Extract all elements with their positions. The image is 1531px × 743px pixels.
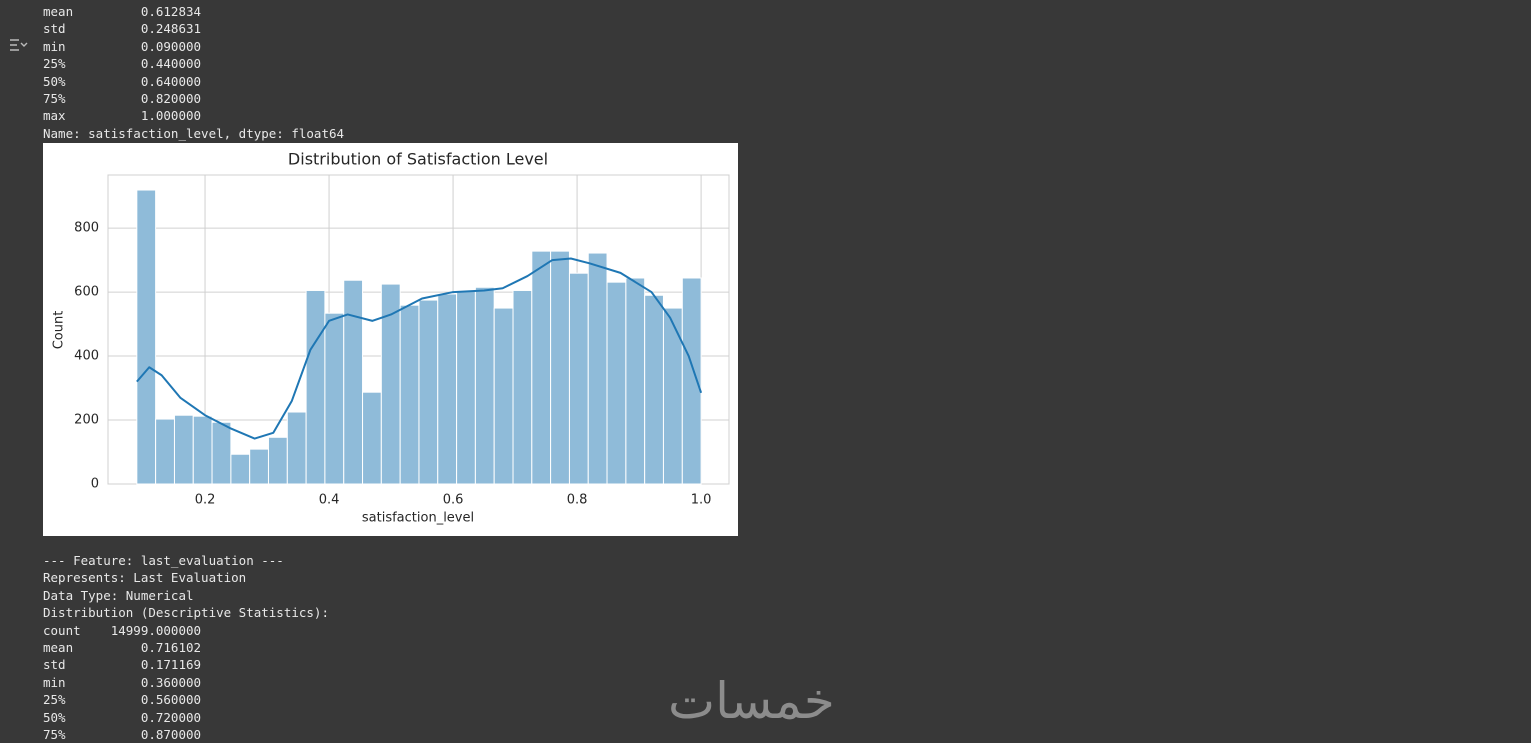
histogram-bar	[211, 421, 232, 485]
output-icon[interactable]	[8, 37, 28, 53]
histogram-bar	[606, 281, 627, 485]
histogram-bar	[192, 415, 213, 485]
chart-title: Distribution of Satisfaction Level	[288, 150, 548, 169]
histogram-bar	[155, 418, 175, 485]
histogram-bar	[173, 414, 194, 485]
output-line: std 0.171169	[43, 657, 202, 673]
output-line: 75% 0.870000	[43, 726, 202, 742]
output-line: count 14999.000000	[43, 622, 202, 638]
histogram-bar	[531, 250, 552, 485]
histogram-bar	[493, 307, 514, 485]
histogram-bar	[474, 286, 495, 485]
y-axis-label: Count	[52, 311, 67, 350]
output-line: Name: satisfaction_level, dtype: float64	[43, 125, 345, 141]
histogram-bar	[399, 304, 420, 485]
x-tick-label: 0.8	[567, 493, 588, 508]
histogram-bar	[249, 448, 269, 485]
output-line: 25% 0.560000	[43, 692, 202, 708]
histogram-bar	[230, 453, 251, 485]
histogram-bar	[136, 189, 157, 485]
output-line: mean 0.716102	[43, 639, 202, 655]
output-line: Represents: Last Evaluation	[43, 570, 247, 586]
histogram-bar	[456, 290, 476, 485]
output-line: 75% 0.820000	[43, 90, 202, 106]
x-tick-label: 0.6	[443, 493, 464, 508]
x-tick-label: 1.0	[691, 493, 712, 508]
output-line: 50% 0.720000	[43, 709, 202, 725]
output-text-bottom: --- Feature: last_evaluation --- Represen…	[43, 552, 329, 743]
histogram-bar	[512, 289, 533, 485]
y-tick-label: 200	[74, 413, 99, 428]
histogram-bar	[550, 250, 570, 485]
output-line: Distribution (Descriptive Statistics):	[43, 605, 329, 621]
chart: Distribution of Satisfaction Level satis…	[43, 143, 738, 536]
output-line: mean 0.612834	[43, 4, 202, 19]
histogram-bar	[267, 436, 288, 485]
histogram-bar	[362, 391, 382, 485]
kde-line	[136, 257, 703, 440]
histogram-bar	[418, 299, 439, 485]
output-line: min 0.360000	[43, 674, 202, 690]
y-tick-label: 800	[74, 221, 99, 236]
output-line: 50% 0.640000	[43, 73, 202, 89]
histogram-bar	[343, 279, 364, 485]
output-line: Data Type: Numerical	[43, 587, 194, 603]
histogram-bar	[625, 277, 646, 485]
output-line: min 0.090000	[43, 38, 202, 54]
histogram-bar	[587, 252, 608, 485]
histogram-bar	[681, 277, 702, 485]
histogram-bar	[568, 272, 589, 485]
x-tick-label: 0.2	[195, 493, 216, 508]
watermark: خمسات	[668, 672, 835, 730]
y-tick-label: 400	[74, 349, 99, 364]
output-line: --- Feature: last_evaluation ---	[43, 553, 284, 568]
x-axis-label: satisfaction_level	[362, 511, 474, 526]
output-line: std 0.248631	[43, 21, 202, 37]
histogram-bar	[324, 312, 345, 485]
histogram-bar	[644, 294, 664, 485]
histogram-bar	[437, 293, 458, 485]
y-tick-label: 600	[74, 285, 99, 300]
output-line: 25% 0.440000	[43, 56, 202, 72]
y-tick-label: 0	[91, 477, 99, 492]
histogram-bar	[286, 411, 307, 485]
output-text-top: mean 0.612834 std 0.248631 min 0.090000 25%…	[43, 3, 344, 142]
x-tick-label: 0.4	[319, 493, 340, 508]
histogram-bar	[305, 289, 326, 485]
output-line: max 1.000000	[43, 108, 202, 124]
histogram-bar	[662, 307, 683, 485]
